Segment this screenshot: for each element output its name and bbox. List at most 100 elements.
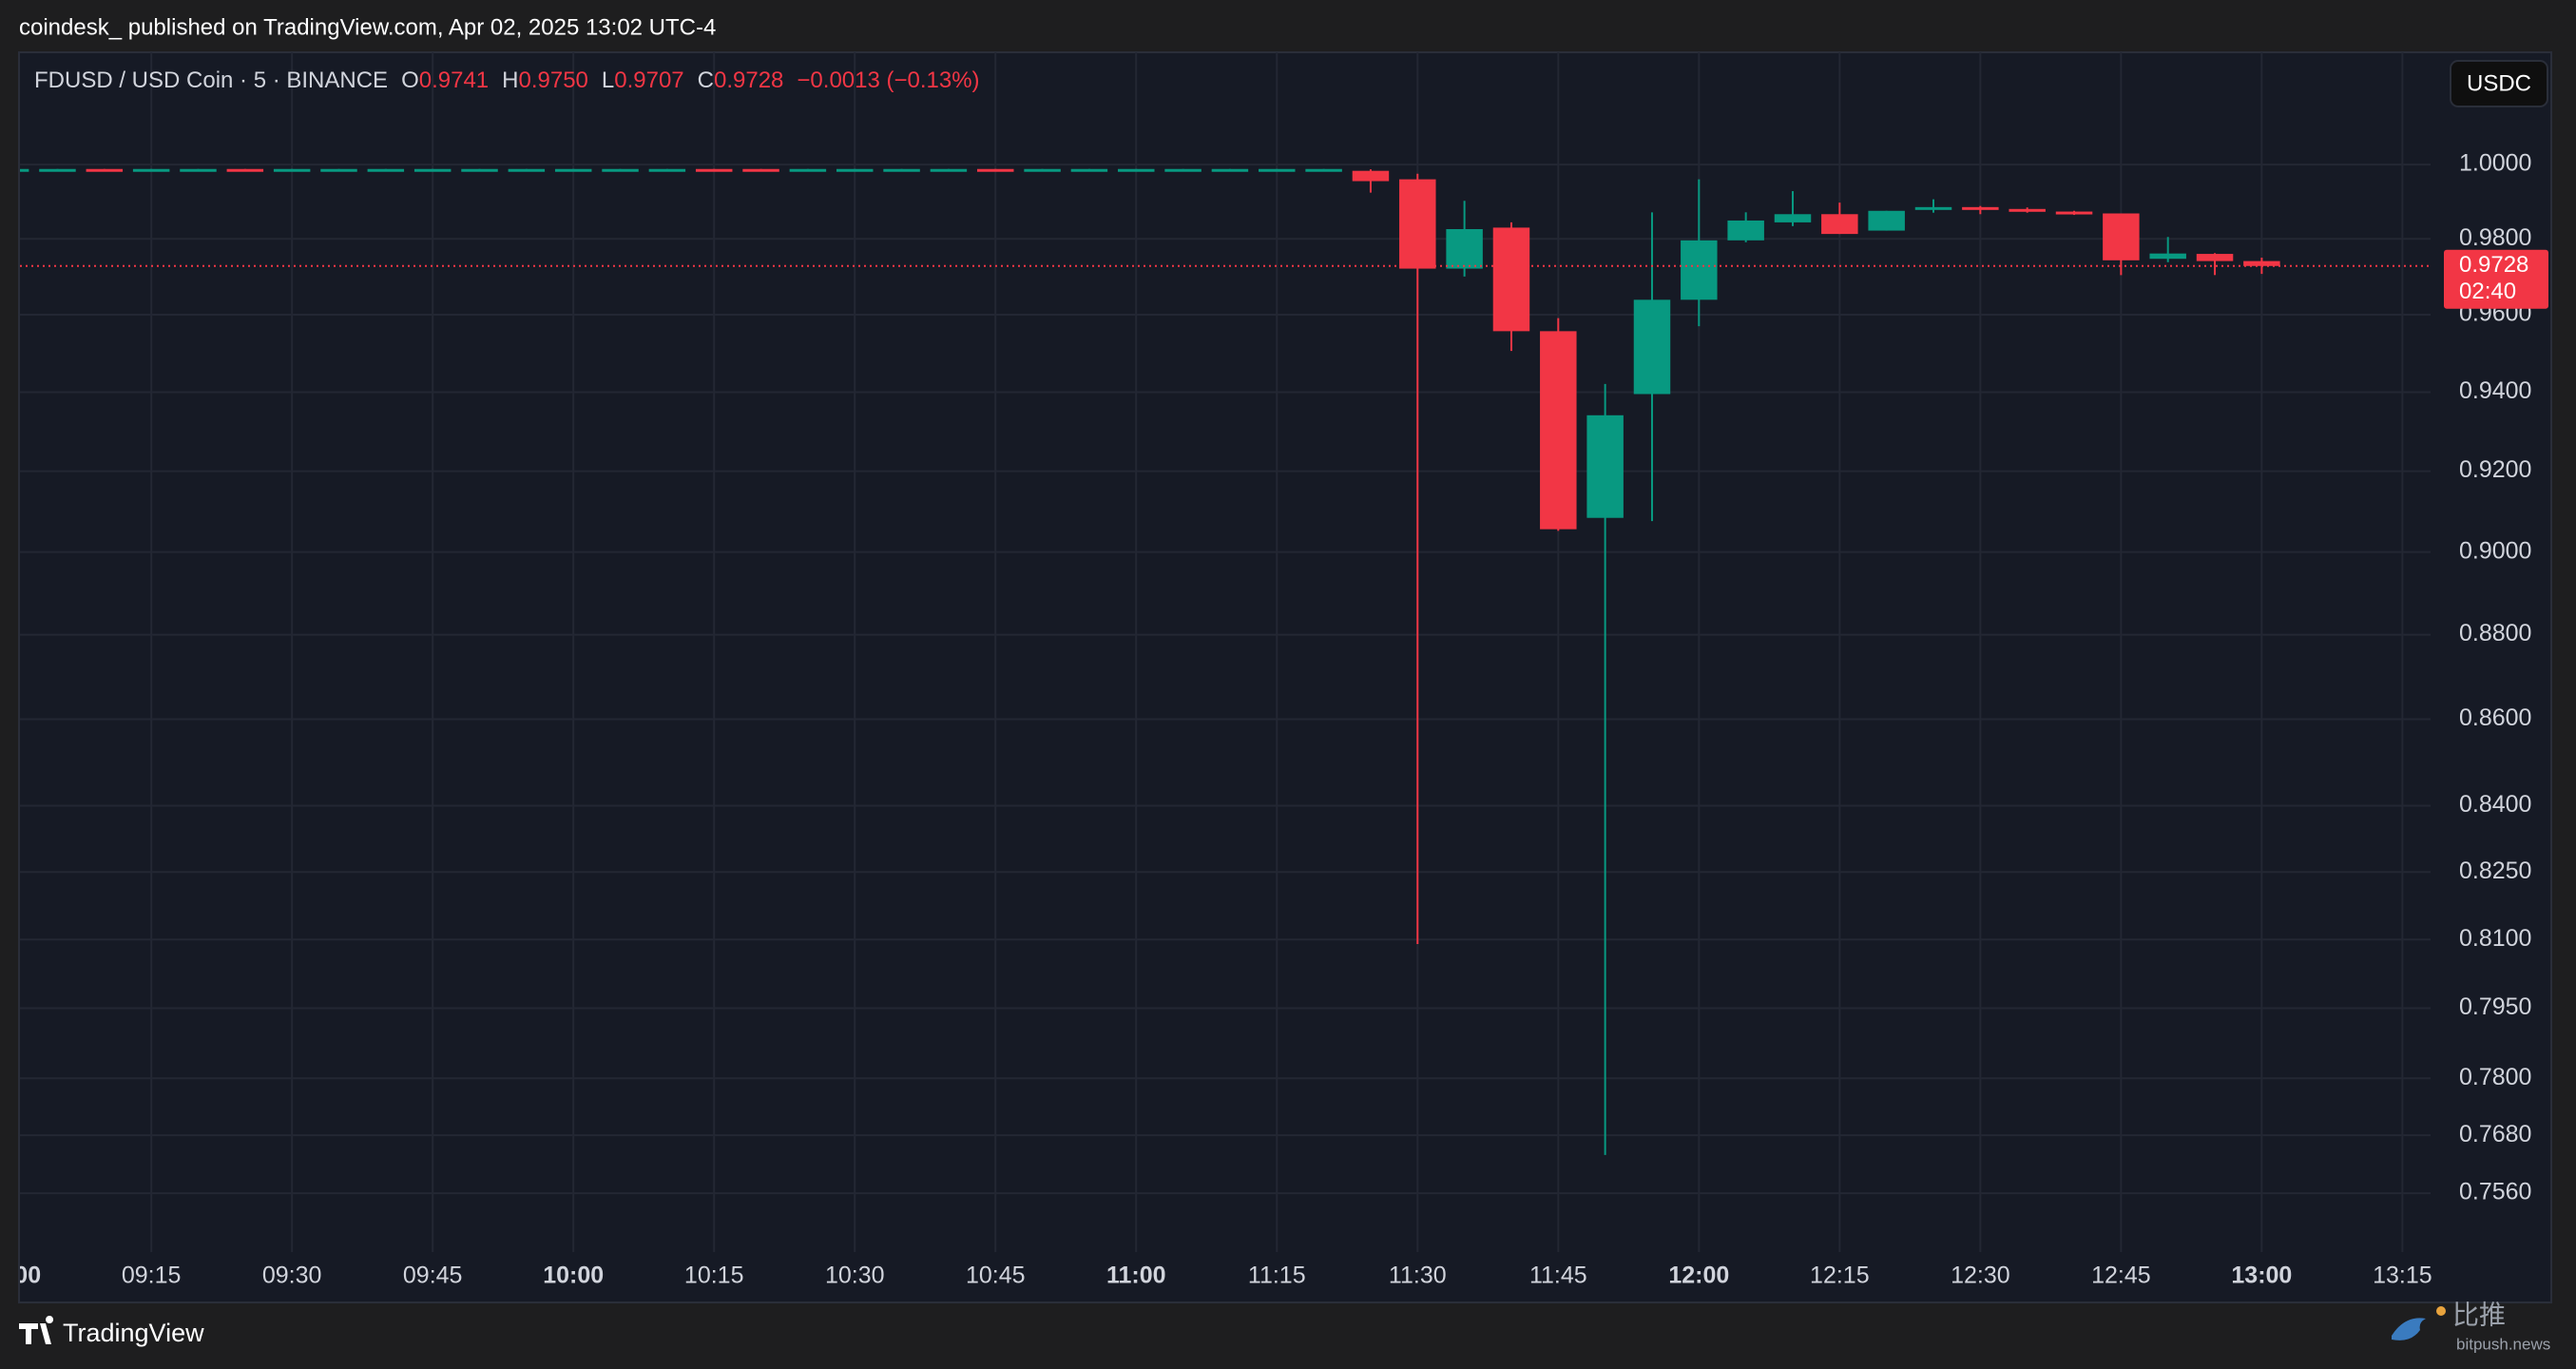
x-tick-label: 09:00 xyxy=(0,1263,41,1289)
x-tick-label: 13:15 xyxy=(2373,1263,2432,1289)
candle-body xyxy=(461,168,498,172)
candle-body xyxy=(39,168,76,172)
x-tick-label: 09:30 xyxy=(262,1263,322,1289)
x-tick-label: 10:00 xyxy=(543,1263,604,1289)
candle-body xyxy=(883,168,920,172)
y-tick-label: 0.8600 xyxy=(2459,704,2531,731)
watermark-site: bitpush.news xyxy=(2456,1335,2550,1353)
ohlc-label: L xyxy=(601,67,615,93)
x-tick-label: 12:45 xyxy=(2091,1263,2151,1289)
candle-body xyxy=(1305,168,1342,172)
candle-body xyxy=(1633,299,1671,395)
candle-body xyxy=(554,168,592,172)
candle-body xyxy=(2149,253,2186,260)
header-bar xyxy=(0,0,2576,52)
y-tick-label: 0.9000 xyxy=(2459,537,2531,564)
candle-body xyxy=(413,168,452,172)
candle-body xyxy=(273,168,311,172)
chart-frame xyxy=(18,51,2552,1303)
countdown-label: 02:40 xyxy=(2459,279,2516,304)
candle-body xyxy=(695,168,733,172)
x-axis: 09:00 09:15 09:30 09:45 10:00 10:15 10:30 10:45… xyxy=(0,1263,2432,1289)
candle-body xyxy=(226,168,264,172)
ohlc-label: C xyxy=(697,67,714,93)
grid xyxy=(20,52,2431,1252)
candle-body xyxy=(2055,211,2093,215)
candle-body xyxy=(1962,206,1999,210)
candle-body xyxy=(367,168,405,172)
ohlc-label: O xyxy=(401,67,419,93)
candle-body xyxy=(930,168,968,172)
x-tick-label: 12:15 xyxy=(1810,1263,1870,1289)
candle-body xyxy=(976,168,1014,172)
x-tick-label: 11:00 xyxy=(1106,1263,1166,1289)
change: −0.0013 (−0.13%) xyxy=(797,67,980,93)
candle-body xyxy=(86,168,124,172)
y-tick-label: 0.7680 xyxy=(2459,1121,2531,1147)
candle-body xyxy=(789,168,827,172)
source-text: coindesk_ published on TradingView.com, … xyxy=(19,14,716,40)
x-tick-label: 12:30 xyxy=(1951,1263,2010,1289)
x-tick-label: 10:45 xyxy=(966,1263,1026,1289)
logo-mark xyxy=(19,1316,54,1344)
currency-button[interactable] xyxy=(2450,60,2548,107)
y-tick-label: 0.8250 xyxy=(2459,858,2531,884)
x-tick-label: 09:45 xyxy=(403,1263,463,1289)
y-tick-label: 0.9200 xyxy=(2459,456,2531,483)
candle-body xyxy=(1492,227,1530,332)
currency-label[interactable]: USDC xyxy=(2467,70,2531,96)
ohlc-label: H xyxy=(502,67,519,93)
y-tick-label: 0.7800 xyxy=(2459,1064,2531,1090)
candle-body xyxy=(2243,260,2280,266)
x-tick-label: 12:00 xyxy=(1668,1263,1729,1289)
y-tick-label: 0.7560 xyxy=(2459,1179,2531,1205)
y-tick-label: 0.9800 xyxy=(2459,224,2531,251)
candle-body xyxy=(1024,168,1061,172)
candle-body xyxy=(132,168,170,172)
y-tick-label: 0.8800 xyxy=(2459,620,2531,646)
watermark-bird xyxy=(2392,1318,2426,1340)
candle-body xyxy=(1586,415,1624,518)
x-tick-label: 10:15 xyxy=(684,1263,744,1289)
candle-body xyxy=(602,168,639,172)
x-tick-label: 10:30 xyxy=(825,1263,885,1289)
y-tick-label: 1.0000 xyxy=(2459,150,2531,177)
candle-body xyxy=(1914,206,1952,210)
y-tick-label: 0.7950 xyxy=(2459,993,2531,1020)
legend: FDUSD / USD Coin · 5 · BINANCE O 0.9741 H… xyxy=(34,67,980,95)
branding: TradingView xyxy=(63,1319,204,1347)
candle-body xyxy=(1727,220,1764,241)
candle-body xyxy=(1446,228,1483,269)
ohlc-value: 0.9728 xyxy=(714,67,784,93)
candle-body xyxy=(508,168,546,172)
candle-body xyxy=(1774,214,1812,222)
logo xyxy=(19,1316,54,1344)
y-tick-label: 0.8400 xyxy=(2459,791,2531,818)
candle-body xyxy=(20,168,29,172)
last-price-label: 0.9728 xyxy=(2459,252,2528,278)
y-tick-label: 0.8100 xyxy=(2459,925,2531,952)
watermark-dot xyxy=(2436,1306,2446,1316)
candle-body xyxy=(1821,214,1858,235)
candle-body xyxy=(742,168,779,172)
ohlc-value: 0.9707 xyxy=(614,67,684,93)
ohlc-value: 0.9741 xyxy=(418,67,490,93)
x-tick-label: 09:15 xyxy=(122,1263,182,1289)
candle-body xyxy=(2103,213,2140,260)
y-tick-label: 0.9400 xyxy=(2459,377,2531,404)
candle-body xyxy=(320,168,357,172)
x-tick-label: 11:45 xyxy=(1529,1263,1587,1289)
candle-body xyxy=(1399,179,1436,269)
watermark: 比推 xyxy=(2452,1300,2506,1329)
candle-body xyxy=(2196,254,2234,261)
candles xyxy=(20,168,2431,1155)
x-tick-label: 11:30 xyxy=(1389,1263,1447,1289)
candle-body xyxy=(1070,168,1108,172)
symbol: FDUSD / USD Coin · 5 · BINANCE xyxy=(34,67,389,93)
last-price-box xyxy=(2444,249,2548,309)
ohlc-value: 0.9750 xyxy=(518,67,588,93)
x-tick-label: 11:15 xyxy=(1248,1263,1306,1289)
candle-body xyxy=(2009,208,2046,212)
